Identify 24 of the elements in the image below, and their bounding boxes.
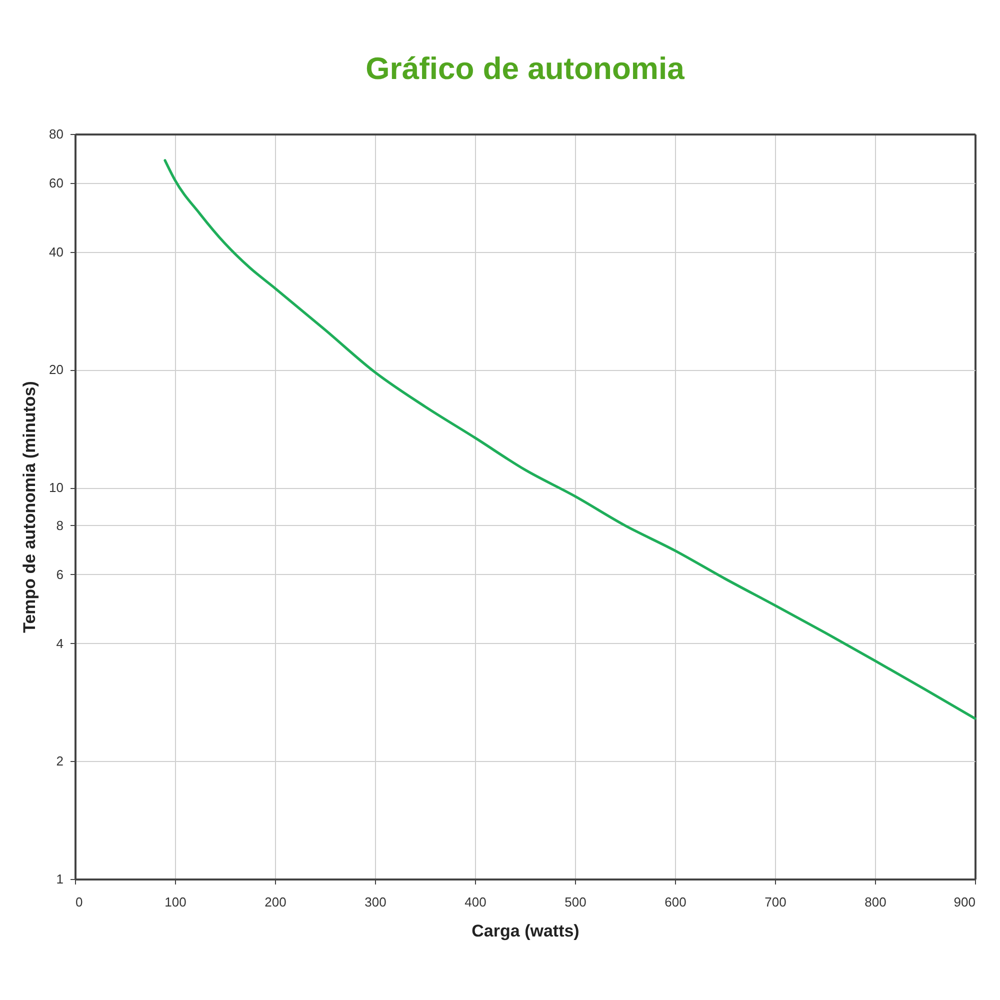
- x-tick-label: 400: [464, 894, 486, 910]
- chart-title: Gráfico de autonomia: [366, 51, 686, 86]
- y-tick-label: 6: [56, 566, 64, 582]
- y-tick-label: 20: [49, 362, 64, 378]
- x-tick-label: 600: [664, 894, 686, 910]
- y-tick-label: 4: [56, 636, 64, 651]
- x-tick-label: 200: [264, 894, 286, 910]
- x-axis-title: Carga (watts): [472, 922, 580, 940]
- x-tick-label: 0: [76, 894, 83, 910]
- y-tick-label: 40: [49, 244, 64, 260]
- y-tick-label: 2: [56, 754, 64, 769]
- y-tick-label: 1: [56, 872, 64, 886]
- x-tick-label: 700: [764, 894, 786, 910]
- x-tick-label: 800: [864, 894, 886, 910]
- x-tick-label: 500: [564, 894, 586, 910]
- x-tick-label: 900: [954, 894, 976, 910]
- x-tick-label: 300: [364, 894, 386, 910]
- line-series: [164, 159, 976, 720]
- y-tick-label: 80: [49, 126, 64, 142]
- y-axis-title: Tempo de autonomia (minutos): [20, 381, 40, 633]
- y-tick-label: 10: [49, 480, 64, 496]
- y-tick-label: 60: [49, 175, 64, 190]
- x-tick-label: 100: [164, 894, 186, 910]
- y-tick-label: 8: [56, 518, 64, 533]
